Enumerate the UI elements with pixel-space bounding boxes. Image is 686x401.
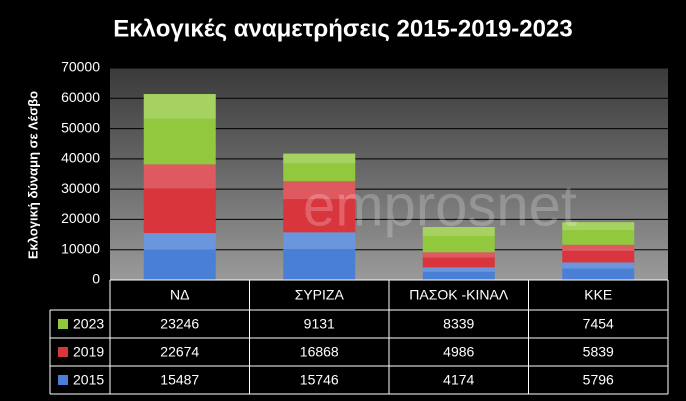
- x-tick-label: ΝΔ: [170, 287, 189, 303]
- bar-segment: [143, 94, 216, 165]
- legend-label: 2015: [73, 372, 104, 388]
- x-tick-label: ΣΥΡΙΖΑ: [295, 287, 345, 303]
- x-tick-label: ΚΚΕ: [584, 287, 612, 303]
- legend-key: [58, 347, 68, 357]
- y-tick-label: 60000: [61, 89, 100, 105]
- bar-shine: [143, 94, 216, 119]
- table-cell: 5839: [583, 344, 614, 360]
- bar-shine: [143, 233, 216, 250]
- bar-shine: [143, 164, 216, 189]
- table-cell: 23246: [160, 316, 199, 332]
- watermark: emprosnet: [303, 173, 577, 238]
- bar-segment: [283, 181, 356, 233]
- chart-title: Εκλογικές αναμετρήσεις 2015-2019-2023: [113, 15, 572, 42]
- bar-shine: [422, 267, 495, 272]
- bar-segment: [422, 227, 495, 253]
- bar-segment: [422, 252, 495, 268]
- bar-segment: [283, 153, 356, 182]
- bar-shine: [422, 252, 495, 258]
- table-cell: 15746: [300, 372, 339, 388]
- bar-segment: [143, 233, 216, 280]
- bar-segment: [562, 262, 635, 280]
- bar-segment: [283, 232, 356, 280]
- bar-shine: [283, 181, 356, 200]
- table-cell: 22674: [160, 344, 199, 360]
- bar-shine: [562, 262, 635, 269]
- bar-segment: [422, 267, 495, 280]
- y-axis-label: Εκλογική δύναμη σε Λέσβο: [25, 91, 40, 259]
- table-cell: 8339: [443, 316, 474, 332]
- x-tick-label: ΠΑΣΟΚ -ΚΙΝΑΛ: [409, 287, 509, 303]
- table-cell: 4174: [443, 372, 474, 388]
- bar-shine: [283, 153, 356, 164]
- y-tick-label: 40000: [61, 150, 100, 166]
- bar-segment: [562, 222, 635, 245]
- table-cell: 9131: [304, 316, 335, 332]
- y-tick-label: 50000: [61, 119, 100, 135]
- legend-key: [58, 375, 68, 385]
- bar-segment: [562, 244, 635, 263]
- bar-segment: [143, 164, 216, 234]
- y-tick-label: 0: [92, 271, 100, 287]
- bar-shine: [283, 232, 356, 250]
- bar-shine: [562, 222, 635, 231]
- legend-label: 2019: [73, 344, 104, 360]
- table-cell: 4986: [443, 344, 474, 360]
- table-cell: 7454: [583, 316, 614, 332]
- y-tick-label: 20000: [61, 210, 100, 226]
- y-tick-label: 70000: [61, 59, 100, 75]
- table-cell: 15487: [160, 372, 199, 388]
- bar-shine: [422, 227, 495, 236]
- legend-key: [58, 319, 68, 329]
- y-tick-label: 10000: [61, 240, 100, 256]
- table-cell: 5796: [583, 372, 614, 388]
- y-tick-label: 30000: [61, 180, 100, 196]
- table-cell: 16868: [300, 344, 339, 360]
- legend-label: 2023: [73, 316, 104, 332]
- bar-shine: [562, 244, 635, 251]
